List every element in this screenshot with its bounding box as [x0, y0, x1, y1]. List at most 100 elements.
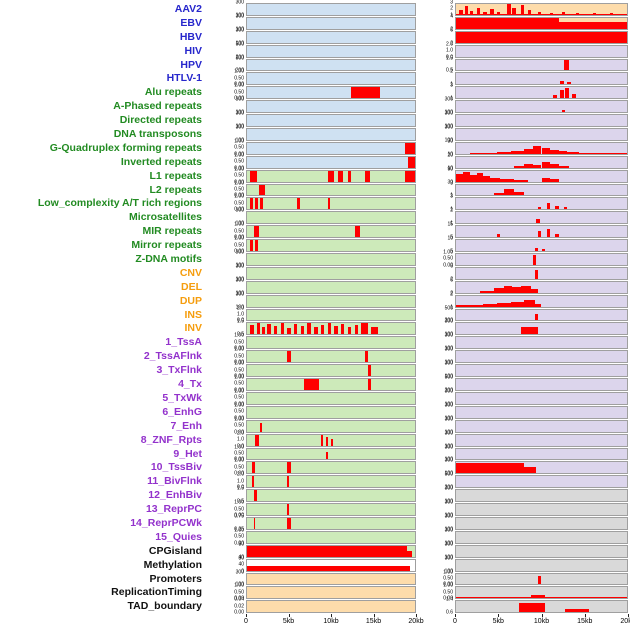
- track-row: Z-DNA motifs 300 100 1.00 0.50 0.00: [0, 250, 630, 268]
- y-tick-label: 0.50: [234, 533, 244, 540]
- track-panel-right: [455, 475, 628, 489]
- y-axis: 300 100: [204, 0, 246, 18]
- y-tick-label: 3: [450, 0, 453, 6]
- y-tick-label: 200: [444, 387, 453, 394]
- track-row: DUP 300 100 2 1: [0, 292, 630, 311]
- track-panel-right: [455, 586, 628, 600]
- track-panel-right: [455, 308, 628, 322]
- y-tick-label: 300: [444, 402, 453, 409]
- track-row: 11_BivFlnk 2.0 1.0 0.0 500 200: [0, 472, 630, 491]
- y-tick-label: 300: [235, 277, 244, 284]
- signal-bar: [287, 327, 291, 335]
- track-row: AAV2 300 100 3 2 1: [0, 0, 630, 18]
- track-label: 10_TssBiv: [150, 461, 202, 474]
- track-panel-left: [246, 169, 416, 183]
- y-axis: 500 200: [416, 375, 455, 394]
- signal-bar: [541, 178, 551, 182]
- y-axis: 1.00 0.50 0.00: [204, 500, 246, 518]
- track-label: DNA transposons: [113, 128, 202, 141]
- y-axis: 1.00 0.50 0.00: [204, 375, 246, 394]
- signal-bar: [364, 170, 370, 182]
- y-tick-label: 0.00: [234, 387, 244, 394]
- y-tick-label: 0.25: [234, 526, 244, 533]
- y-tick-label: 1.00: [234, 346, 244, 353]
- signal-bar: [250, 240, 253, 252]
- y-axis: 1.00 0.50 0.00: [204, 389, 246, 408]
- y-axis: 300 100: [416, 528, 455, 546]
- y-tick-label: 2: [450, 290, 453, 297]
- y-tick-label: 300: [235, 207, 244, 214]
- signal-bar: [327, 323, 331, 335]
- y-tick-label: 100: [444, 123, 453, 130]
- track-panel-right: [455, 183, 628, 197]
- track-panel-left: [246, 58, 416, 72]
- signal-bar: [267, 324, 271, 335]
- signal-bar: [464, 5, 468, 15]
- track-row: L2 repeats 1.00 0.50 0.00 3 1: [0, 181, 630, 198]
- signal-bar: [476, 8, 480, 15]
- y-tick-label: 3: [450, 193, 453, 200]
- y-tick-label: 100: [444, 137, 453, 144]
- track-row: Methylation 80 40 0 300 100: [0, 556, 630, 575]
- y-tick-label: 100: [444, 526, 453, 533]
- y-tick-label: 0.00: [234, 234, 244, 241]
- y-axis: 2.0 1.0 0.0: [416, 42, 455, 61]
- y-tick-label: 1.00: [234, 527, 244, 534]
- track-panel-left: [246, 266, 416, 280]
- track-label: 2_TssAFlnk: [143, 350, 202, 363]
- y-tick-label: 1.00: [234, 193, 244, 200]
- signal-bar: [550, 179, 559, 182]
- track-row: DNA transposons 300 100 300 100: [0, 125, 630, 144]
- y-tick-label: 0.50: [234, 464, 244, 471]
- signal-bar: [560, 81, 564, 85]
- track-panel-left: [246, 516, 416, 530]
- x-tick-label: 20kb: [620, 618, 630, 626]
- signal-bar: [563, 207, 568, 210]
- y-tick-label: 0.50: [234, 339, 244, 346]
- signal-bar: [493, 192, 504, 196]
- signal-bar: [565, 88, 569, 99]
- track-panel-left: [246, 183, 416, 197]
- y-tick-label: 300: [444, 318, 453, 325]
- signal-bar: [532, 146, 542, 154]
- signal-bar: [476, 172, 484, 182]
- y-tick-label: 0.00: [234, 401, 244, 408]
- y-tick-label: 0.50: [234, 242, 244, 249]
- y-tick-label: 0.0: [446, 54, 453, 61]
- y-tick-label: 40: [238, 561, 244, 568]
- y-axis: 300 100: [416, 361, 455, 379]
- y-axis: 300 100: [416, 97, 455, 115]
- signal-bar: [524, 148, 533, 154]
- signal-bar: [538, 11, 542, 15]
- y-tick-label: 100: [444, 568, 453, 575]
- track-panel-right: [455, 322, 628, 336]
- signal-bar: [538, 206, 542, 210]
- y-tick-label: 200: [444, 484, 453, 491]
- y-tick-label: 1.00: [234, 360, 244, 367]
- y-tick-label: 0.00: [234, 373, 244, 380]
- y-tick-label: 0.00: [234, 595, 244, 602]
- y-tick-label: 0.00: [234, 95, 244, 102]
- y-tick-label: 300: [235, 0, 244, 6]
- x-tick-label: 20kb: [408, 618, 424, 626]
- y-tick-label: 1.00: [234, 235, 244, 242]
- track-panel-right: [455, 516, 628, 530]
- track-row: Promoters 300 100 1.00 0.50 0.00: [0, 570, 630, 587]
- y-tick-label: 100: [444, 554, 453, 561]
- y-tick-label: 0.50: [234, 589, 244, 596]
- y-axis: 1.00 0.50 0.00: [204, 167, 246, 185]
- track-label: DEL: [181, 280, 202, 293]
- y-tick-label: 1.4: [446, 596, 453, 603]
- track-row: Inverted repeats 1.00 0.50 0.00 20 10: [0, 153, 630, 171]
- track-row: 5_TxWk 1.00 0.50 0.00 300 100: [0, 389, 630, 408]
- y-tick-label: 0.5: [446, 67, 453, 74]
- x-axis-spacer: [0, 614, 246, 630]
- y-axis: 90 30: [416, 167, 455, 185]
- track-panel-right: [455, 378, 628, 391]
- signal-bar: [572, 93, 576, 99]
- y-tick-label: 1: [450, 304, 453, 311]
- signal-bar: [531, 595, 545, 599]
- y-tick-label: 100: [444, 415, 453, 422]
- track-panel-left: [246, 364, 416, 378]
